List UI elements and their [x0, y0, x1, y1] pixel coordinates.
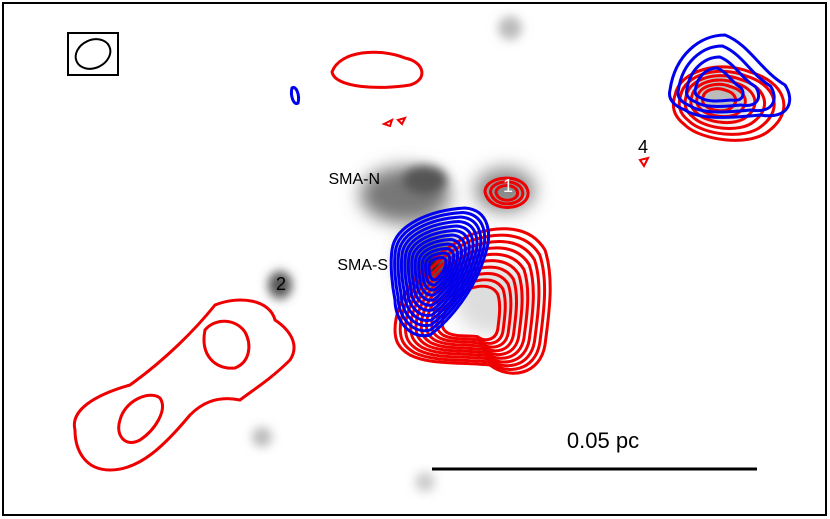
red-contour	[491, 182, 523, 204]
beam-box	[67, 32, 119, 76]
scale-label: 0.05 pc	[567, 428, 639, 453]
blue-contour	[687, 57, 759, 106]
red-contour	[117, 393, 164, 444]
blue-contour	[405, 226, 473, 315]
blue-contour	[398, 217, 481, 326]
red-contour	[381, 116, 407, 128]
red-contour	[485, 178, 528, 207]
source-label: 2	[276, 274, 286, 294]
blue-contour	[670, 35, 790, 117]
red-contour	[72, 298, 296, 472]
red-contour	[679, 71, 774, 134]
blue-contour	[391, 208, 488, 336]
source-label: SMA-N	[328, 171, 380, 188]
beam	[74, 38, 112, 70]
blue-contour	[422, 249, 454, 291]
source-label: 1	[503, 176, 513, 196]
blue-contour	[426, 253, 450, 285]
blue-contour	[678, 46, 774, 112]
red-contour	[638, 156, 650, 168]
blue-contour	[412, 235, 466, 305]
red-contour	[202, 319, 251, 370]
blue-contour	[290, 85, 300, 106]
red-contour	[496, 186, 518, 201]
contours	[72, 35, 790, 472]
blue-contour	[402, 222, 477, 321]
blue-contour	[429, 258, 446, 280]
blue-contour	[415, 240, 461, 301]
red-contour	[330, 50, 424, 89]
source-label: 4	[638, 137, 648, 157]
blue-contour	[395, 213, 485, 331]
source-label: SMA-S	[337, 257, 388, 274]
blue-contour	[695, 68, 743, 101]
blue-contour	[408, 231, 469, 311]
blue-contour	[419, 244, 458, 295]
